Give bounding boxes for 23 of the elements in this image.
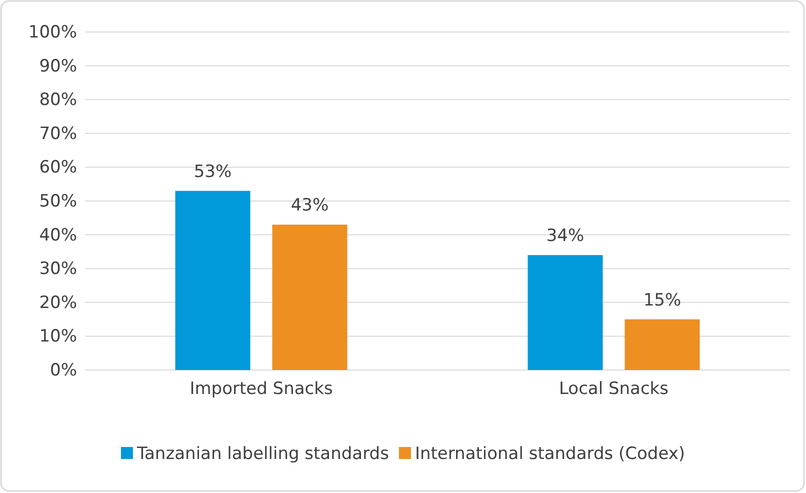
data-label: 53% (194, 162, 232, 182)
bar (624, 319, 700, 370)
data-label: 34% (546, 226, 584, 246)
y-tick-label: 20% (39, 292, 77, 313)
data-label: 15% (643, 290, 682, 310)
y-tick-label: 0% (50, 360, 77, 380)
y-tick-label: 30% (39, 259, 77, 280)
x-tick-label: Local Snacks (559, 379, 669, 400)
legend-label: Tanzanian labelling standards (136, 444, 390, 464)
y-tick-label: 100% (28, 22, 77, 42)
y-tick-label: 50% (39, 191, 77, 212)
y-tick-label: 80% (39, 90, 77, 110)
bar (272, 224, 348, 370)
y-tick-label: 70% (39, 124, 77, 144)
y-tick-label: 60% (39, 158, 77, 178)
y-tick-label: 90% (39, 56, 77, 76)
bar (175, 190, 250, 370)
x-tick-label: Imported Snacks (190, 379, 333, 400)
bar (528, 255, 603, 370)
data-label: 43% (290, 196, 329, 216)
y-tick-label: 10% (39, 326, 77, 347)
y-tick-label: 40% (39, 225, 77, 246)
legend-label: International standards (Codex) (414, 444, 686, 464)
